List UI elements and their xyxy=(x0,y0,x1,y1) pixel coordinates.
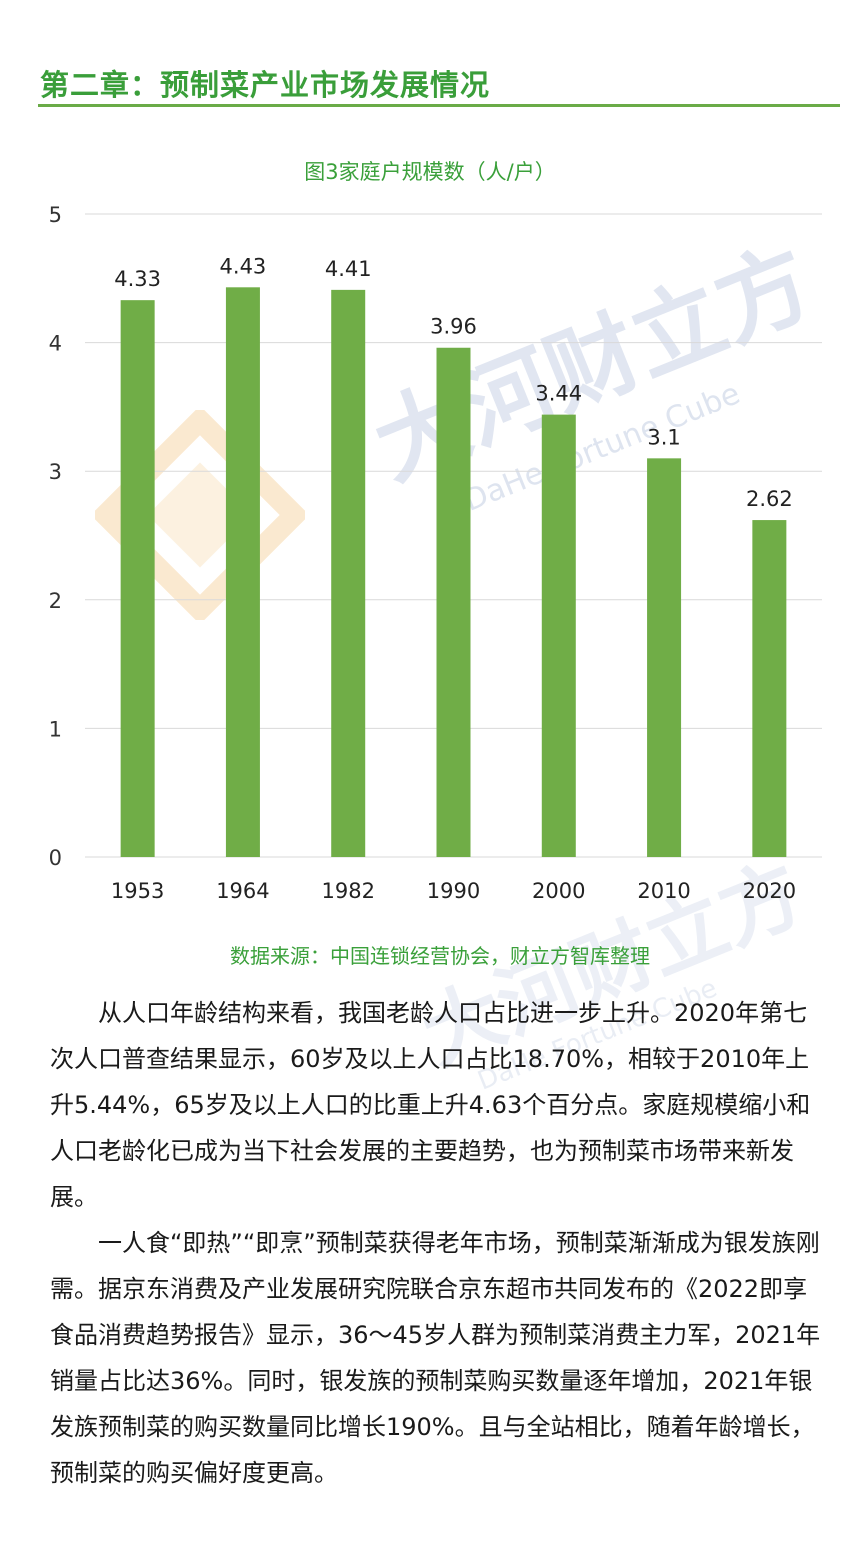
data-label: 3.1 xyxy=(647,425,680,449)
x-tick-label: 1964 xyxy=(216,879,269,903)
bar xyxy=(647,458,682,857)
bar xyxy=(120,300,155,857)
y-tick-label: 2 xyxy=(49,589,62,613)
y-tick-label: 4 xyxy=(49,332,62,356)
data-label: 2.62 xyxy=(746,487,793,511)
chart-title: 图3家庭户规模数（人/户） xyxy=(304,160,556,184)
body-text: 从人口年龄结构来看，我国老龄人口占比进一步上升。2020年第七次人口普查结果显示… xyxy=(50,990,830,1496)
bar xyxy=(331,289,366,857)
x-tick-label: 1953 xyxy=(111,879,164,903)
data-label: 4.33 xyxy=(114,267,161,291)
bar-chart: 0 1 2 3 4 5 4.33 1953 4.43 1964 4.41 1982 3.96 1990 3.… xyxy=(49,203,822,903)
y-tick-label: 5 xyxy=(49,203,62,227)
x-tick-label: 1990 xyxy=(427,879,480,903)
bar xyxy=(752,520,787,857)
chart-source: 数据来源：中国连锁经营协会，财立方智库整理 xyxy=(230,944,650,968)
data-label: 3.44 xyxy=(535,382,582,406)
paragraph: 从人口年龄结构来看，我国老龄人口占比进一步上升。2020年第七次人口普查结果显示… xyxy=(50,999,811,1211)
data-label: 3.96 xyxy=(430,315,477,339)
chapter-title: 第二章：预制菜产业市场发展情况 xyxy=(40,68,491,102)
paragraph: 一人食“即热”“即烹”预制菜获得老年市场，预制菜渐渐成为银发族刚需。据京东消费及… xyxy=(50,1229,821,1487)
bar xyxy=(225,287,260,857)
y-tick-label: 1 xyxy=(49,717,62,741)
bar xyxy=(541,414,576,857)
x-tick-label: 2010 xyxy=(637,879,690,903)
data-label: 4.41 xyxy=(325,257,372,281)
y-tick-label: 3 xyxy=(49,460,62,484)
x-tick-label: 2000 xyxy=(532,879,585,903)
x-tick-label: 2020 xyxy=(743,879,796,903)
x-tick-label: 1982 xyxy=(321,879,374,903)
y-tick-label: 0 xyxy=(49,846,62,870)
chapter-divider xyxy=(38,104,840,107)
bar xyxy=(436,347,471,857)
data-label: 4.43 xyxy=(220,254,267,278)
